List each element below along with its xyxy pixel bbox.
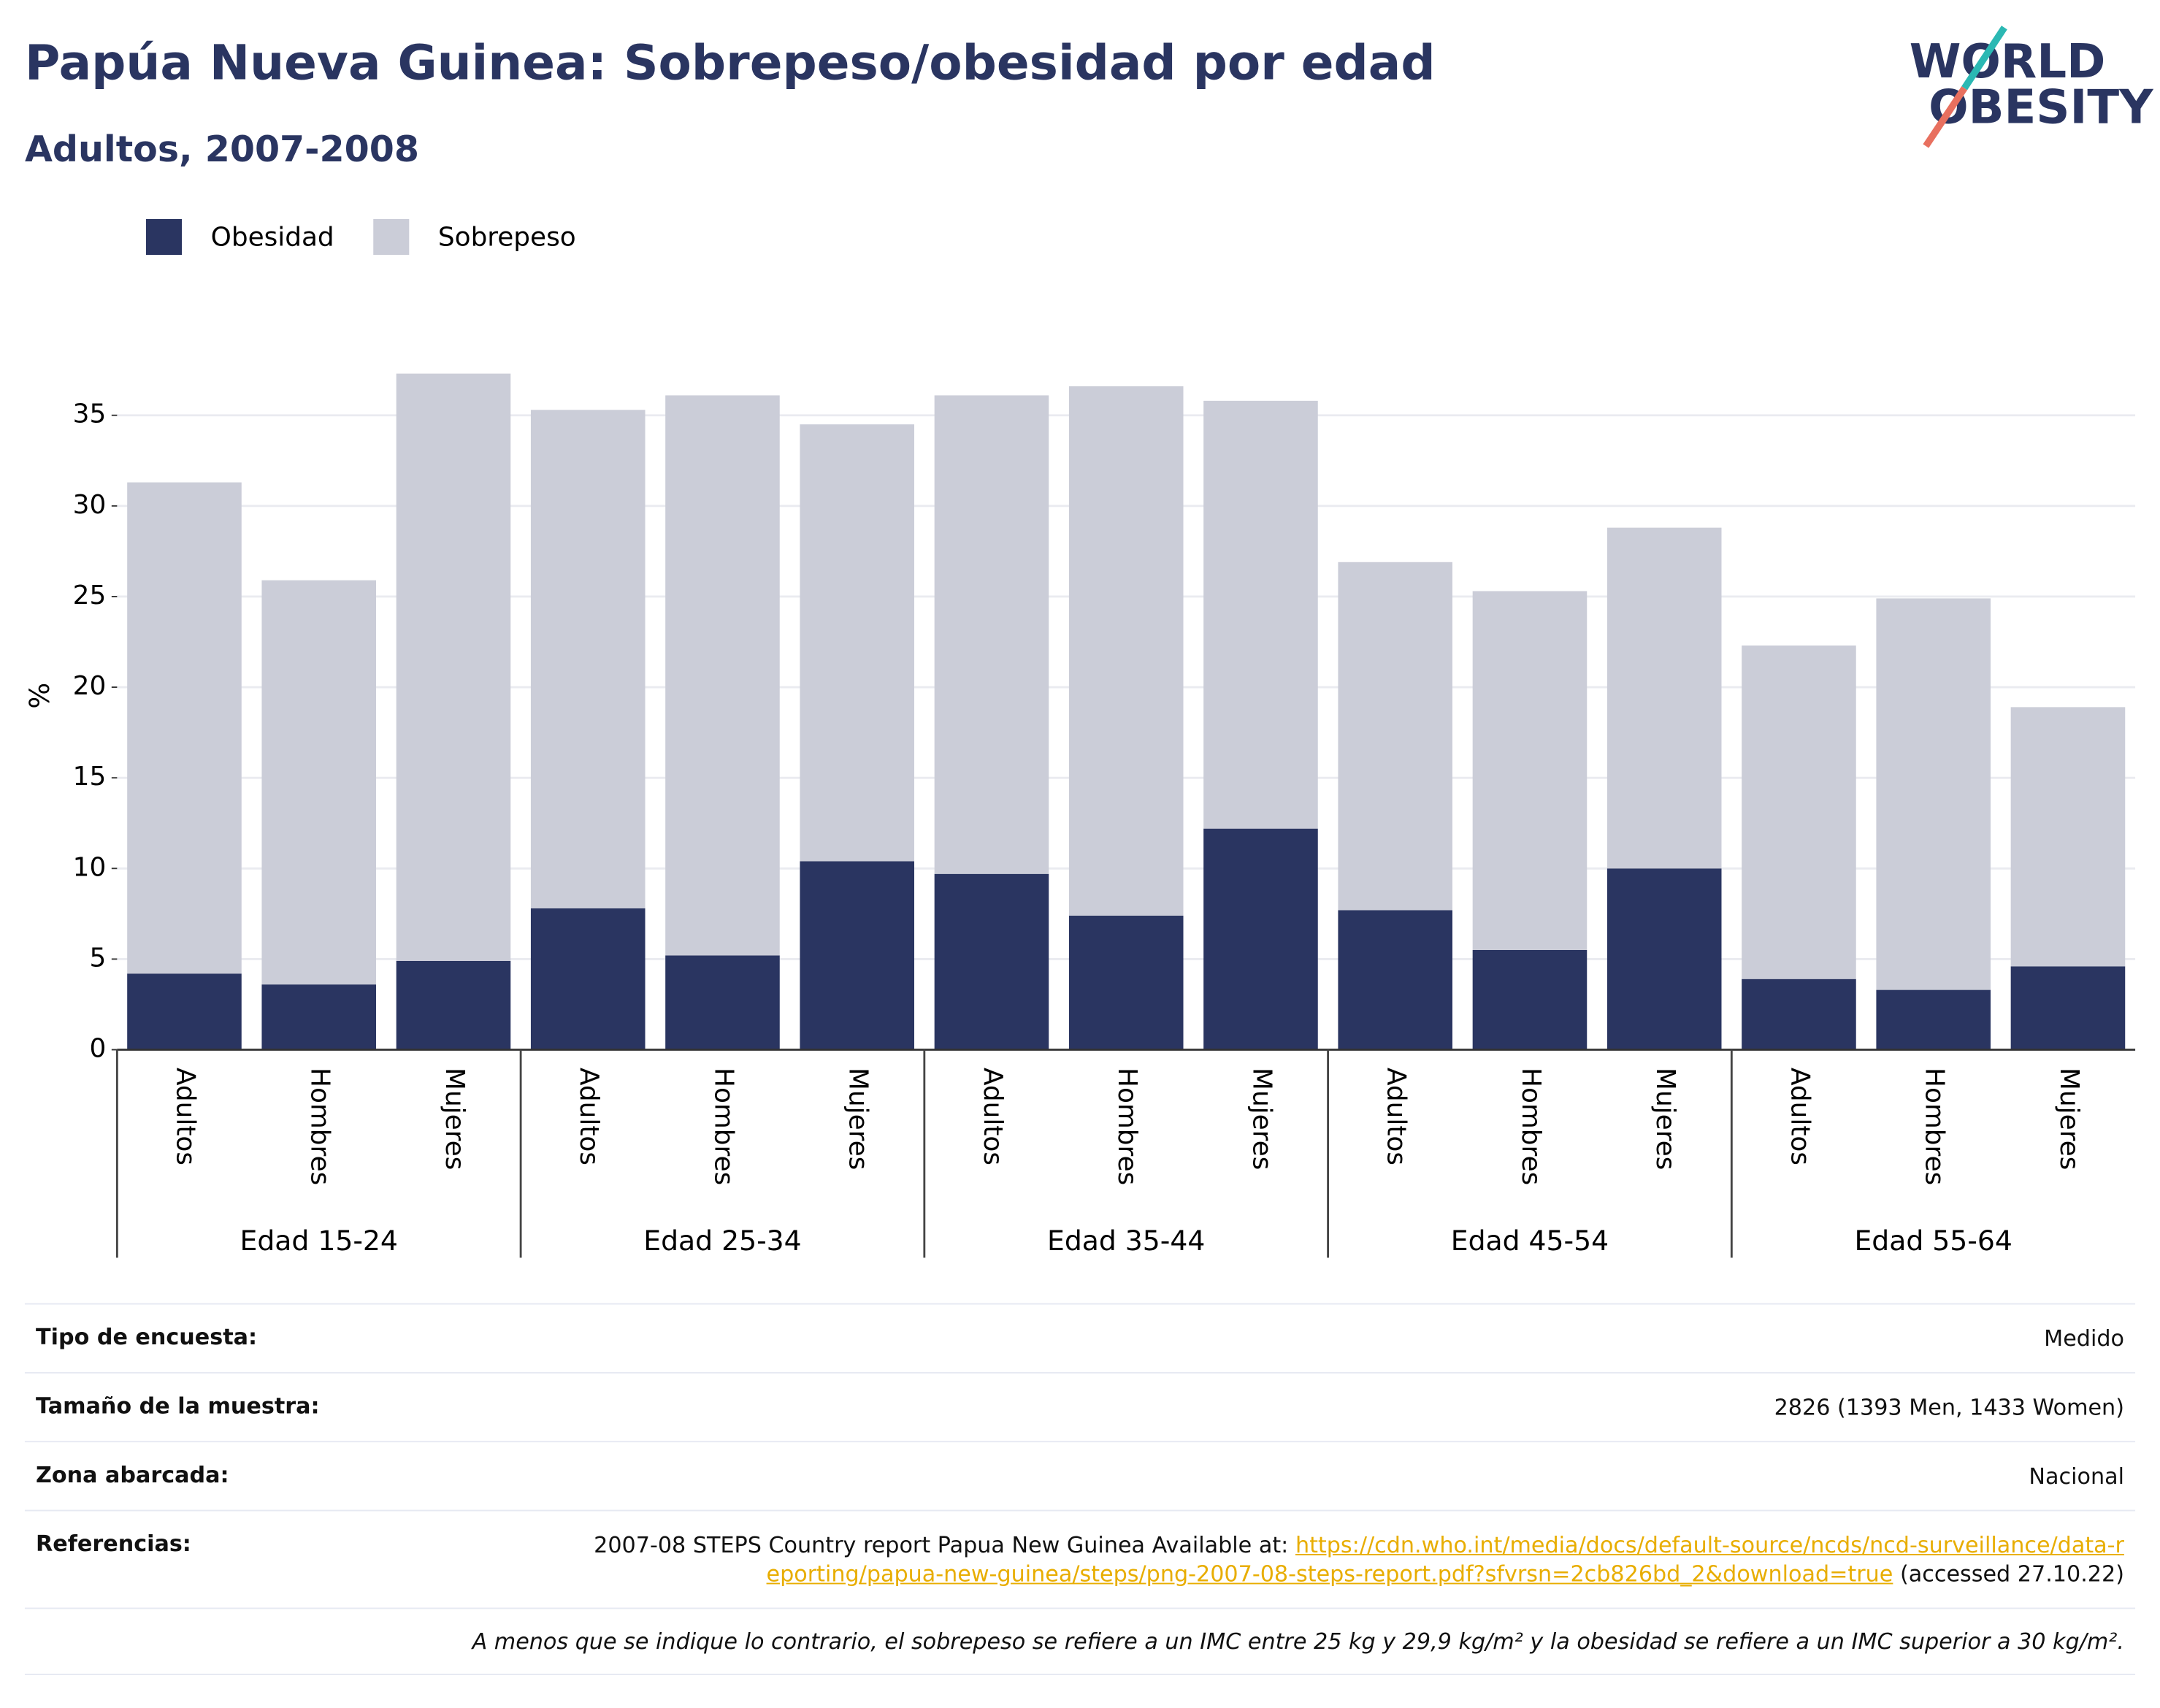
legend-swatch (145, 218, 183, 256)
y-tick-label: 20 (73, 671, 107, 701)
x-tick-label: Mujeres (1246, 1068, 1276, 1170)
bar-segment (396, 373, 511, 961)
bar-segment (1068, 386, 1184, 916)
bar-segment (396, 960, 511, 1050)
bar-segment (261, 580, 377, 985)
row-label: Zona abarcada: (36, 1461, 229, 1488)
bar-segment (934, 873, 1049, 1050)
group-label: Edad 45-54 (1451, 1225, 1609, 1257)
y-tick-label: 0 (89, 1034, 106, 1064)
row-label: Referencias: (36, 1530, 191, 1557)
bar-segment (1472, 949, 1588, 1050)
bar-segment (934, 395, 1049, 874)
footnote: A menos que se indique lo contrario, el … (24, 1607, 2136, 1675)
bar-segment (1338, 910, 1452, 1050)
x-tick-label: Hombres (305, 1068, 335, 1185)
legend-label: Obesidad (211, 222, 334, 252)
logo-text: WORLD (1910, 34, 2106, 89)
bar-segment (1606, 868, 1722, 1050)
bar-segment (800, 424, 915, 862)
bar-segment (1338, 562, 1452, 911)
bar-segment (1472, 591, 1588, 950)
x-tick-label: Mujeres (843, 1068, 873, 1170)
bar-segment (800, 861, 915, 1050)
reference-link[interactable]: https://cdn.who.int/media/docs/default-s… (766, 1531, 2124, 1588)
legend-label: Sobrepeso (438, 222, 576, 252)
table-row: Tamaño de la muestra: 2826 (1393 Men, 143… (24, 1371, 2136, 1441)
bar-segment (1876, 989, 1991, 1050)
x-tick-label: Hombres (708, 1068, 738, 1185)
x-tick-label: Adultos (574, 1068, 604, 1165)
group-label: Edad 55-64 (1854, 1225, 2012, 1257)
logo-slash (1961, 26, 2007, 91)
reference-text: 2007-08 STEPS Country report Papua New G… (594, 1531, 1289, 1558)
references-value: 2007-08 STEPS Country report Papua New G… (581, 1531, 2124, 1588)
bar-segment (1742, 645, 1856, 979)
x-tick-label: Mujeres (440, 1068, 470, 1170)
group-label: Edad 15-24 (240, 1225, 398, 1257)
x-tick-label: Hombres (1920, 1068, 1950, 1185)
y-axis-label: % (23, 683, 55, 709)
group-label: Edad 35-44 (1047, 1225, 1205, 1257)
y-tick-label: 5 (89, 943, 106, 973)
x-tick-label: Adultos (1382, 1068, 1412, 1165)
chart: Papúa Nueva Guinea: Sobrepeso/obesidad p… (23, 26, 2154, 1258)
x-tick-label: Hombres (1516, 1068, 1546, 1185)
y-tick-label: 35 (73, 399, 107, 429)
x-tick-label: Mujeres (1650, 1068, 1680, 1170)
table-row: Referencias: 2007-08 STEPS Country report… (24, 1509, 2136, 1608)
row-label: Tipo de encuesta: (36, 1323, 258, 1350)
row-value: Medido (2044, 1325, 2124, 1352)
table-row: Zona abarcada: Nacional (24, 1441, 2136, 1509)
y-tick-label: 15 (73, 762, 107, 792)
bar-segment (1203, 828, 1318, 1050)
x-tick-label: Adultos (170, 1068, 200, 1165)
bar-segment (261, 984, 377, 1050)
row-label: Tamaño de la muestra: (36, 1393, 320, 1420)
row-value: 2826 (1393 Men, 1433 Women) (1774, 1394, 2124, 1420)
bar-segment (1068, 915, 1184, 1050)
y-tick-label: 25 (73, 581, 107, 610)
x-tick-label: Adultos (1785, 1068, 1815, 1165)
bar-segment (127, 482, 242, 974)
bar-segment (2010, 707, 2126, 967)
chart-title: Papúa Nueva Guinea: Sobrepeso/obesidad p… (25, 35, 1436, 91)
reference-accessed: (accessed 27.10.22) (1899, 1560, 2124, 1588)
bar-segment (2010, 966, 2126, 1050)
group-label: Edad 25-34 (643, 1225, 801, 1257)
bar-segment (1876, 598, 1991, 990)
bar-segment (665, 955, 780, 1050)
info-table: Tipo de encuesta: Medido Tamaño de la mues… (24, 1303, 2136, 1675)
bar-segment (1742, 979, 1856, 1050)
x-tick-label: Hombres (1112, 1068, 1142, 1185)
bar-segment (530, 410, 646, 908)
logo-slash (1923, 86, 1968, 148)
bar-segment (1203, 400, 1318, 829)
chart-subtitle: Adultos, 2007-2008 (25, 128, 419, 170)
y-tick-label: 30 (73, 490, 107, 520)
x-tick-label: Mujeres (2054, 1068, 2084, 1170)
x-tick-label: Adultos (978, 1068, 1008, 1165)
row-value: Nacional (2029, 1463, 2124, 1490)
bar-segment (1606, 527, 1722, 869)
bar-segment (530, 908, 646, 1050)
bar-segment (127, 973, 242, 1050)
table-row: Tipo de encuesta: Medido (24, 1303, 2136, 1372)
legend-swatch (373, 218, 410, 256)
y-tick-label: 10 (73, 852, 107, 882)
bar-segment (665, 395, 780, 956)
